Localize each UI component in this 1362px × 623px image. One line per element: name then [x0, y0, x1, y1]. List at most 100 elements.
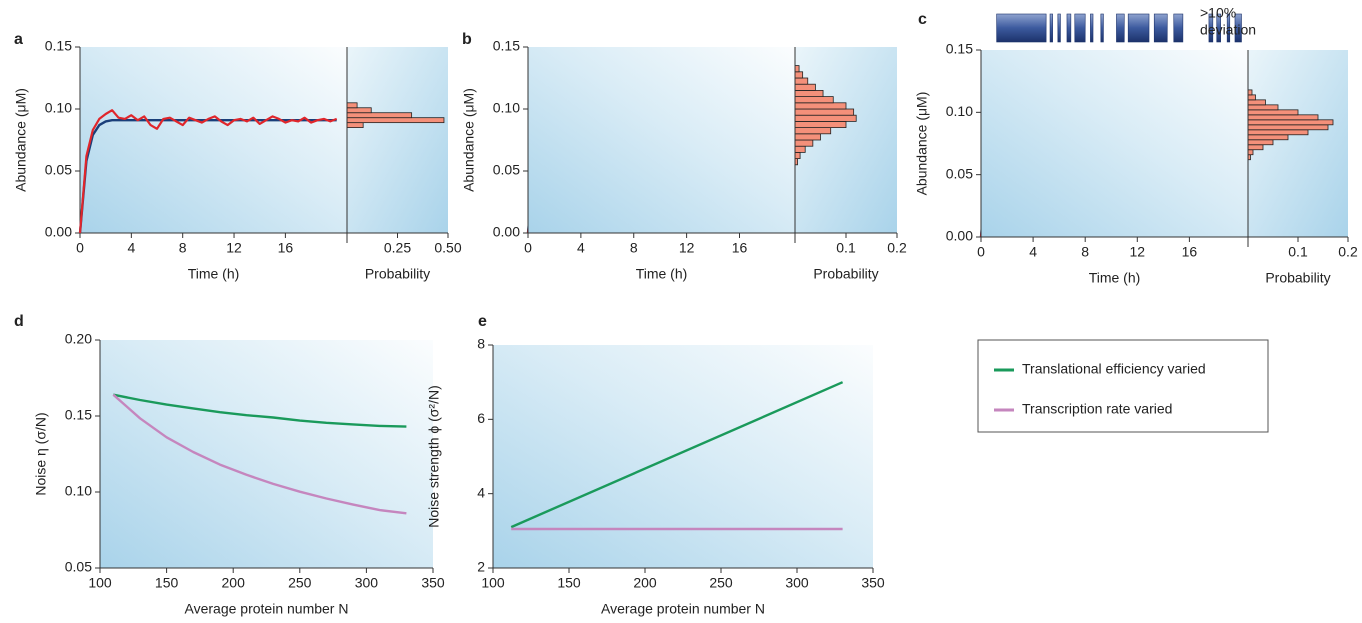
series-line — [112, 393, 407, 515]
x-tick-label: 300 — [785, 575, 809, 591]
y-tick-label: 2 — [477, 559, 485, 575]
x-tick-label: 4 — [1029, 244, 1037, 260]
series-line — [113, 393, 407, 428]
histogram-bar — [1247, 89, 1253, 96]
plot-background — [493, 345, 873, 568]
histogram-bar — [346, 117, 445, 124]
x-tick-label: 150 — [557, 575, 581, 591]
y-axis-label: Noise strength ϕ (σ²/N) — [426, 385, 442, 528]
panel-letter: b — [462, 31, 472, 48]
deviation-block — [1173, 13, 1184, 43]
x-axis-label: Average protein number N — [601, 601, 765, 617]
histogram-bar — [794, 96, 834, 104]
histogram-bar — [794, 90, 824, 98]
x-tick-label: 12 — [226, 240, 242, 256]
y-tick-label: 0.05 — [65, 559, 92, 575]
deviation-block — [1116, 13, 1125, 43]
y-axis-label: Abundance (μM) — [914, 92, 930, 196]
histogram-bar — [794, 114, 857, 122]
x-axis-label: Probability — [365, 266, 430, 282]
histogram-bar — [794, 102, 847, 110]
histogram-bar — [346, 112, 413, 119]
x-tick-label: 250 — [709, 575, 733, 591]
x-tick-label: 0.1 — [1288, 244, 1308, 260]
x-tick-label: 100 — [481, 575, 505, 591]
histogram-bar — [794, 121, 847, 129]
y-axis-label: Abundance (μM) — [461, 88, 477, 192]
histogram-bar — [1247, 109, 1299, 116]
y-tick-label: 8 — [477, 336, 485, 352]
plot-background — [528, 47, 795, 233]
x-tick-label: 16 — [278, 240, 294, 256]
deviation-block — [1074, 13, 1086, 43]
plot-background — [80, 47, 347, 233]
histogram-bar — [346, 107, 372, 114]
x-tick-label: 150 — [155, 575, 179, 591]
x-tick-label: 4 — [127, 240, 135, 256]
x-tick-label: 0.50 — [434, 240, 461, 256]
y-tick-label: 0.20 — [65, 331, 92, 347]
x-tick-label: 100 — [88, 575, 112, 591]
histogram-bar — [1247, 144, 1264, 151]
y-tick-label: 0.15 — [946, 41, 973, 57]
x-tick-label: 16 — [732, 240, 748, 256]
x-tick-label: 12 — [679, 240, 695, 256]
histogram-bar — [1247, 129, 1309, 136]
x-tick-label: 200 — [222, 575, 246, 591]
x-tick-label: 250 — [288, 575, 312, 591]
y-axis-label: Noise η (σ/N) — [33, 412, 49, 495]
y-tick-label: 0.00 — [45, 224, 72, 240]
y-tick-label: 0.10 — [946, 103, 973, 119]
y-tick-label: 0.05 — [946, 165, 973, 181]
x-tick-label: 8 — [179, 240, 187, 256]
deviation-block — [1216, 13, 1221, 43]
histogram-bar — [1247, 149, 1254, 156]
x-axis-label: Probability — [1265, 270, 1330, 286]
panel-letter: e — [478, 313, 487, 330]
deviation-block — [1057, 13, 1061, 43]
x-tick-label: 0.2 — [887, 240, 907, 256]
histogram-bar — [794, 83, 816, 91]
histogram-bar — [794, 145, 806, 153]
histogram-bar — [794, 127, 832, 135]
histogram-bar — [1247, 99, 1266, 106]
deviation-block — [1127, 13, 1150, 43]
histogram-bar — [794, 65, 800, 73]
y-tick-label: 0.10 — [65, 483, 92, 499]
deviation-block — [1066, 13, 1072, 43]
histogram-bar — [1247, 124, 1329, 131]
x-axis-label: Time (h) — [1089, 270, 1141, 286]
x-tick-label: 8 — [1081, 244, 1089, 260]
deviation-block — [1153, 13, 1168, 43]
y-tick-label: 0.15 — [65, 407, 92, 423]
panel-letter: c — [918, 11, 927, 28]
x-tick-label: 12 — [1130, 244, 1146, 260]
histogram-bar — [1247, 134, 1289, 141]
legend-label: Translational efficiency varied — [1022, 361, 1206, 377]
annotation: >10% — [1200, 5, 1236, 21]
y-tick-label: 4 — [477, 484, 485, 500]
x-axis-label: Probability — [813, 266, 878, 282]
deviation-block — [1226, 13, 1231, 43]
x-tick-label: 0.25 — [384, 240, 411, 256]
x-axis-label: Time (h) — [636, 266, 688, 282]
x-tick-label: 0 — [524, 240, 532, 256]
y-tick-label: 0.00 — [493, 224, 520, 240]
histogram-bar — [794, 139, 814, 147]
y-axis-label: Abundance (μM) — [13, 88, 29, 192]
y-tick-label: 0.05 — [493, 162, 520, 178]
legend-box — [977, 339, 1269, 433]
histogram-background — [347, 47, 448, 233]
histogram-bar — [1247, 94, 1256, 101]
histogram-bar — [1247, 119, 1334, 126]
deviation-block — [1049, 13, 1053, 43]
y-tick-label: 0.05 — [45, 162, 72, 178]
y-tick-label: 0.10 — [493, 100, 520, 116]
y-tick-label: 6 — [477, 410, 485, 426]
x-tick-label: 350 — [421, 575, 445, 591]
histogram-bar — [1247, 114, 1319, 121]
y-tick-label: 0.15 — [45, 38, 72, 54]
x-tick-label: 0 — [76, 240, 84, 256]
deviation-block — [1208, 13, 1214, 43]
